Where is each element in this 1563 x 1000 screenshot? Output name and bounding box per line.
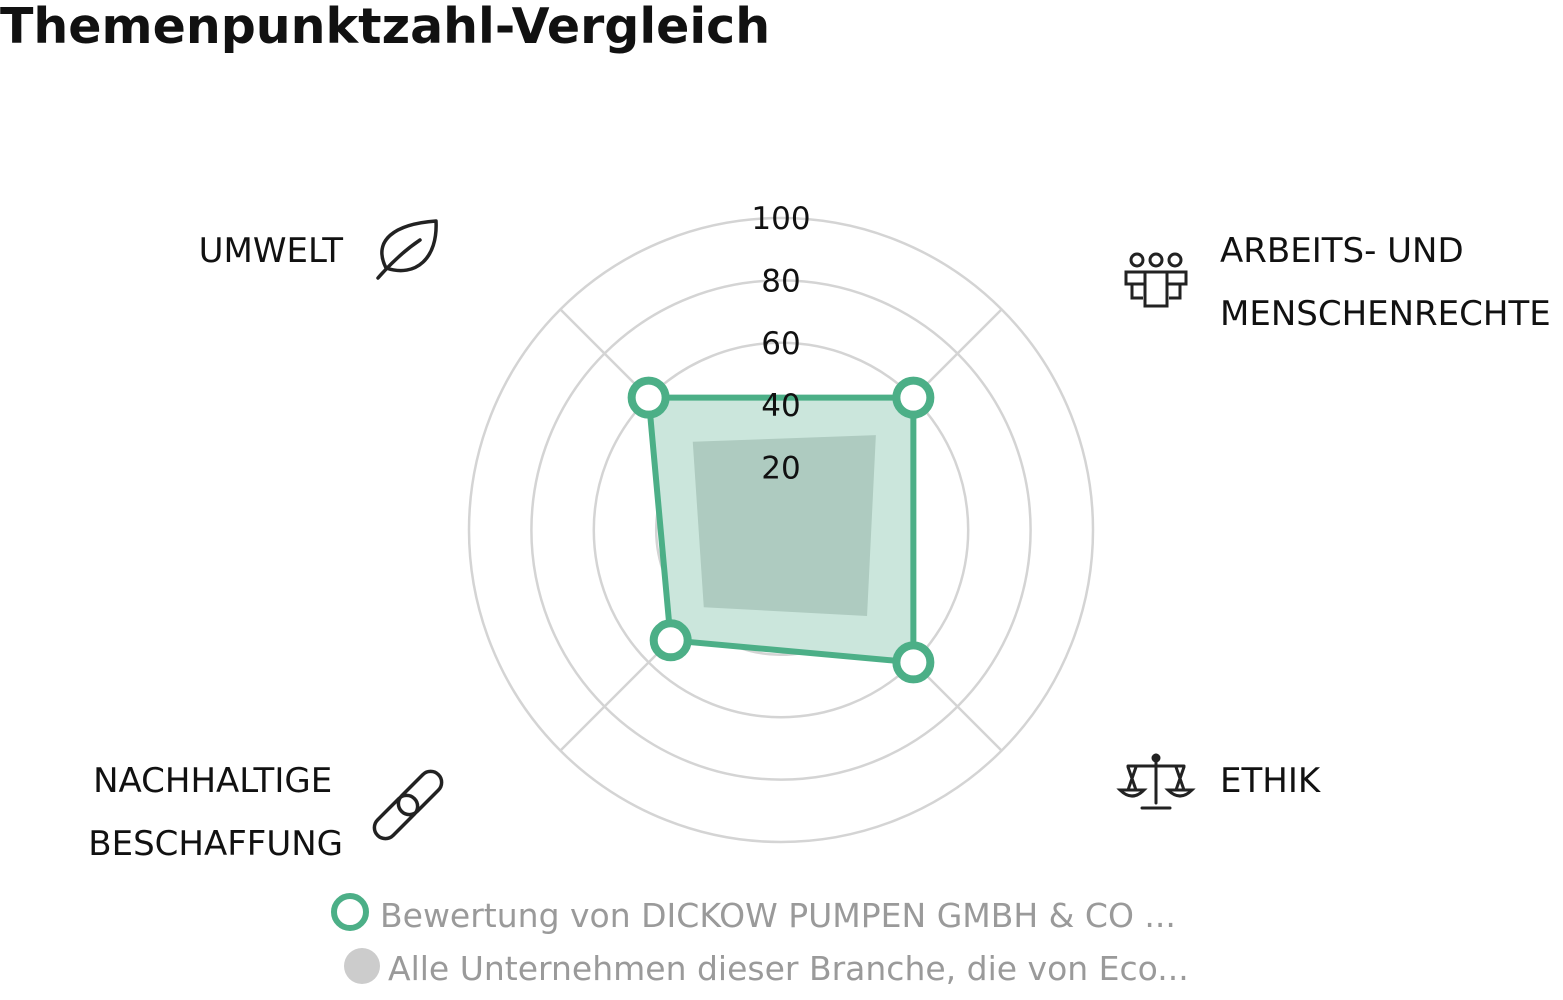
leaf-icon <box>376 219 438 280</box>
grid-ring-100 <box>467 216 1095 844</box>
tick-label-60: 60 <box>761 326 800 362</box>
radar-series <box>627 376 935 684</box>
tick-label-80: 80 <box>761 263 800 299</box>
industry-area <box>692 435 876 617</box>
people-icon <box>1124 252 1188 308</box>
legend-label-industry: Alle Unternehmen dieser Branche, die von… <box>388 949 1189 988</box>
legend-marker-company <box>331 893 369 931</box>
chain-link-icon <box>372 769 444 841</box>
legend: Bewertung von DICKOW PUMPEN GMBH & CO ..… <box>331 893 1189 988</box>
grid-ring-60 <box>592 341 970 719</box>
grid-ring-80 <box>530 279 1032 781</box>
category-label-ethik: ETHIK <box>1220 761 1322 801</box>
tick-label-20: 20 <box>761 451 800 487</box>
scale-icon <box>1116 753 1196 810</box>
company-point-1 <box>892 376 935 419</box>
category-label-nachhaltige-beschaffung: NACHHALTIGE BESCHAFFUNG <box>88 761 343 864</box>
category-label-arbeits-menschenrechte: ARBEITS- UND MENSCHENRECHTE <box>1220 231 1551 334</box>
company-point-0 <box>627 376 670 419</box>
tick-label-100: 100 <box>751 201 810 237</box>
category-label-umwelt: UMWELT <box>199 231 344 271</box>
legend-label-company: Bewertung von DICKOW PUMPEN GMBH & CO ..… <box>380 896 1176 935</box>
company-point-2 <box>892 641 935 684</box>
chart-title: Themenpunktzahl-Vergleich <box>0 0 770 55</box>
company-point-3 <box>649 619 692 662</box>
legend-marker-industry <box>344 948 380 984</box>
radial-tick-labels: 20 40 60 80 100 <box>751 201 810 487</box>
tick-label-40: 40 <box>761 388 800 424</box>
